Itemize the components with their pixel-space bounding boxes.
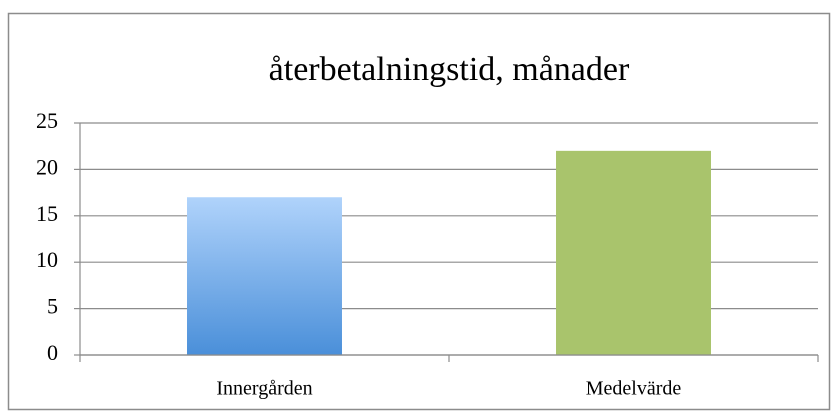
bar <box>187 197 342 355</box>
bar <box>556 150 711 355</box>
y-tick-label: 0 <box>47 340 58 365</box>
y-tick-label: 10 <box>36 247 58 272</box>
chart-title: återbetalningstid, månader <box>269 51 630 88</box>
x-tick-label: Innergården <box>216 378 312 400</box>
y-tick-label: 15 <box>36 201 58 226</box>
y-tick-label: 20 <box>36 154 58 179</box>
y-tick-label: 5 <box>47 294 58 319</box>
y-tick-label: 25 <box>36 108 58 133</box>
x-tick-label: Medelvärde <box>586 378 682 400</box>
